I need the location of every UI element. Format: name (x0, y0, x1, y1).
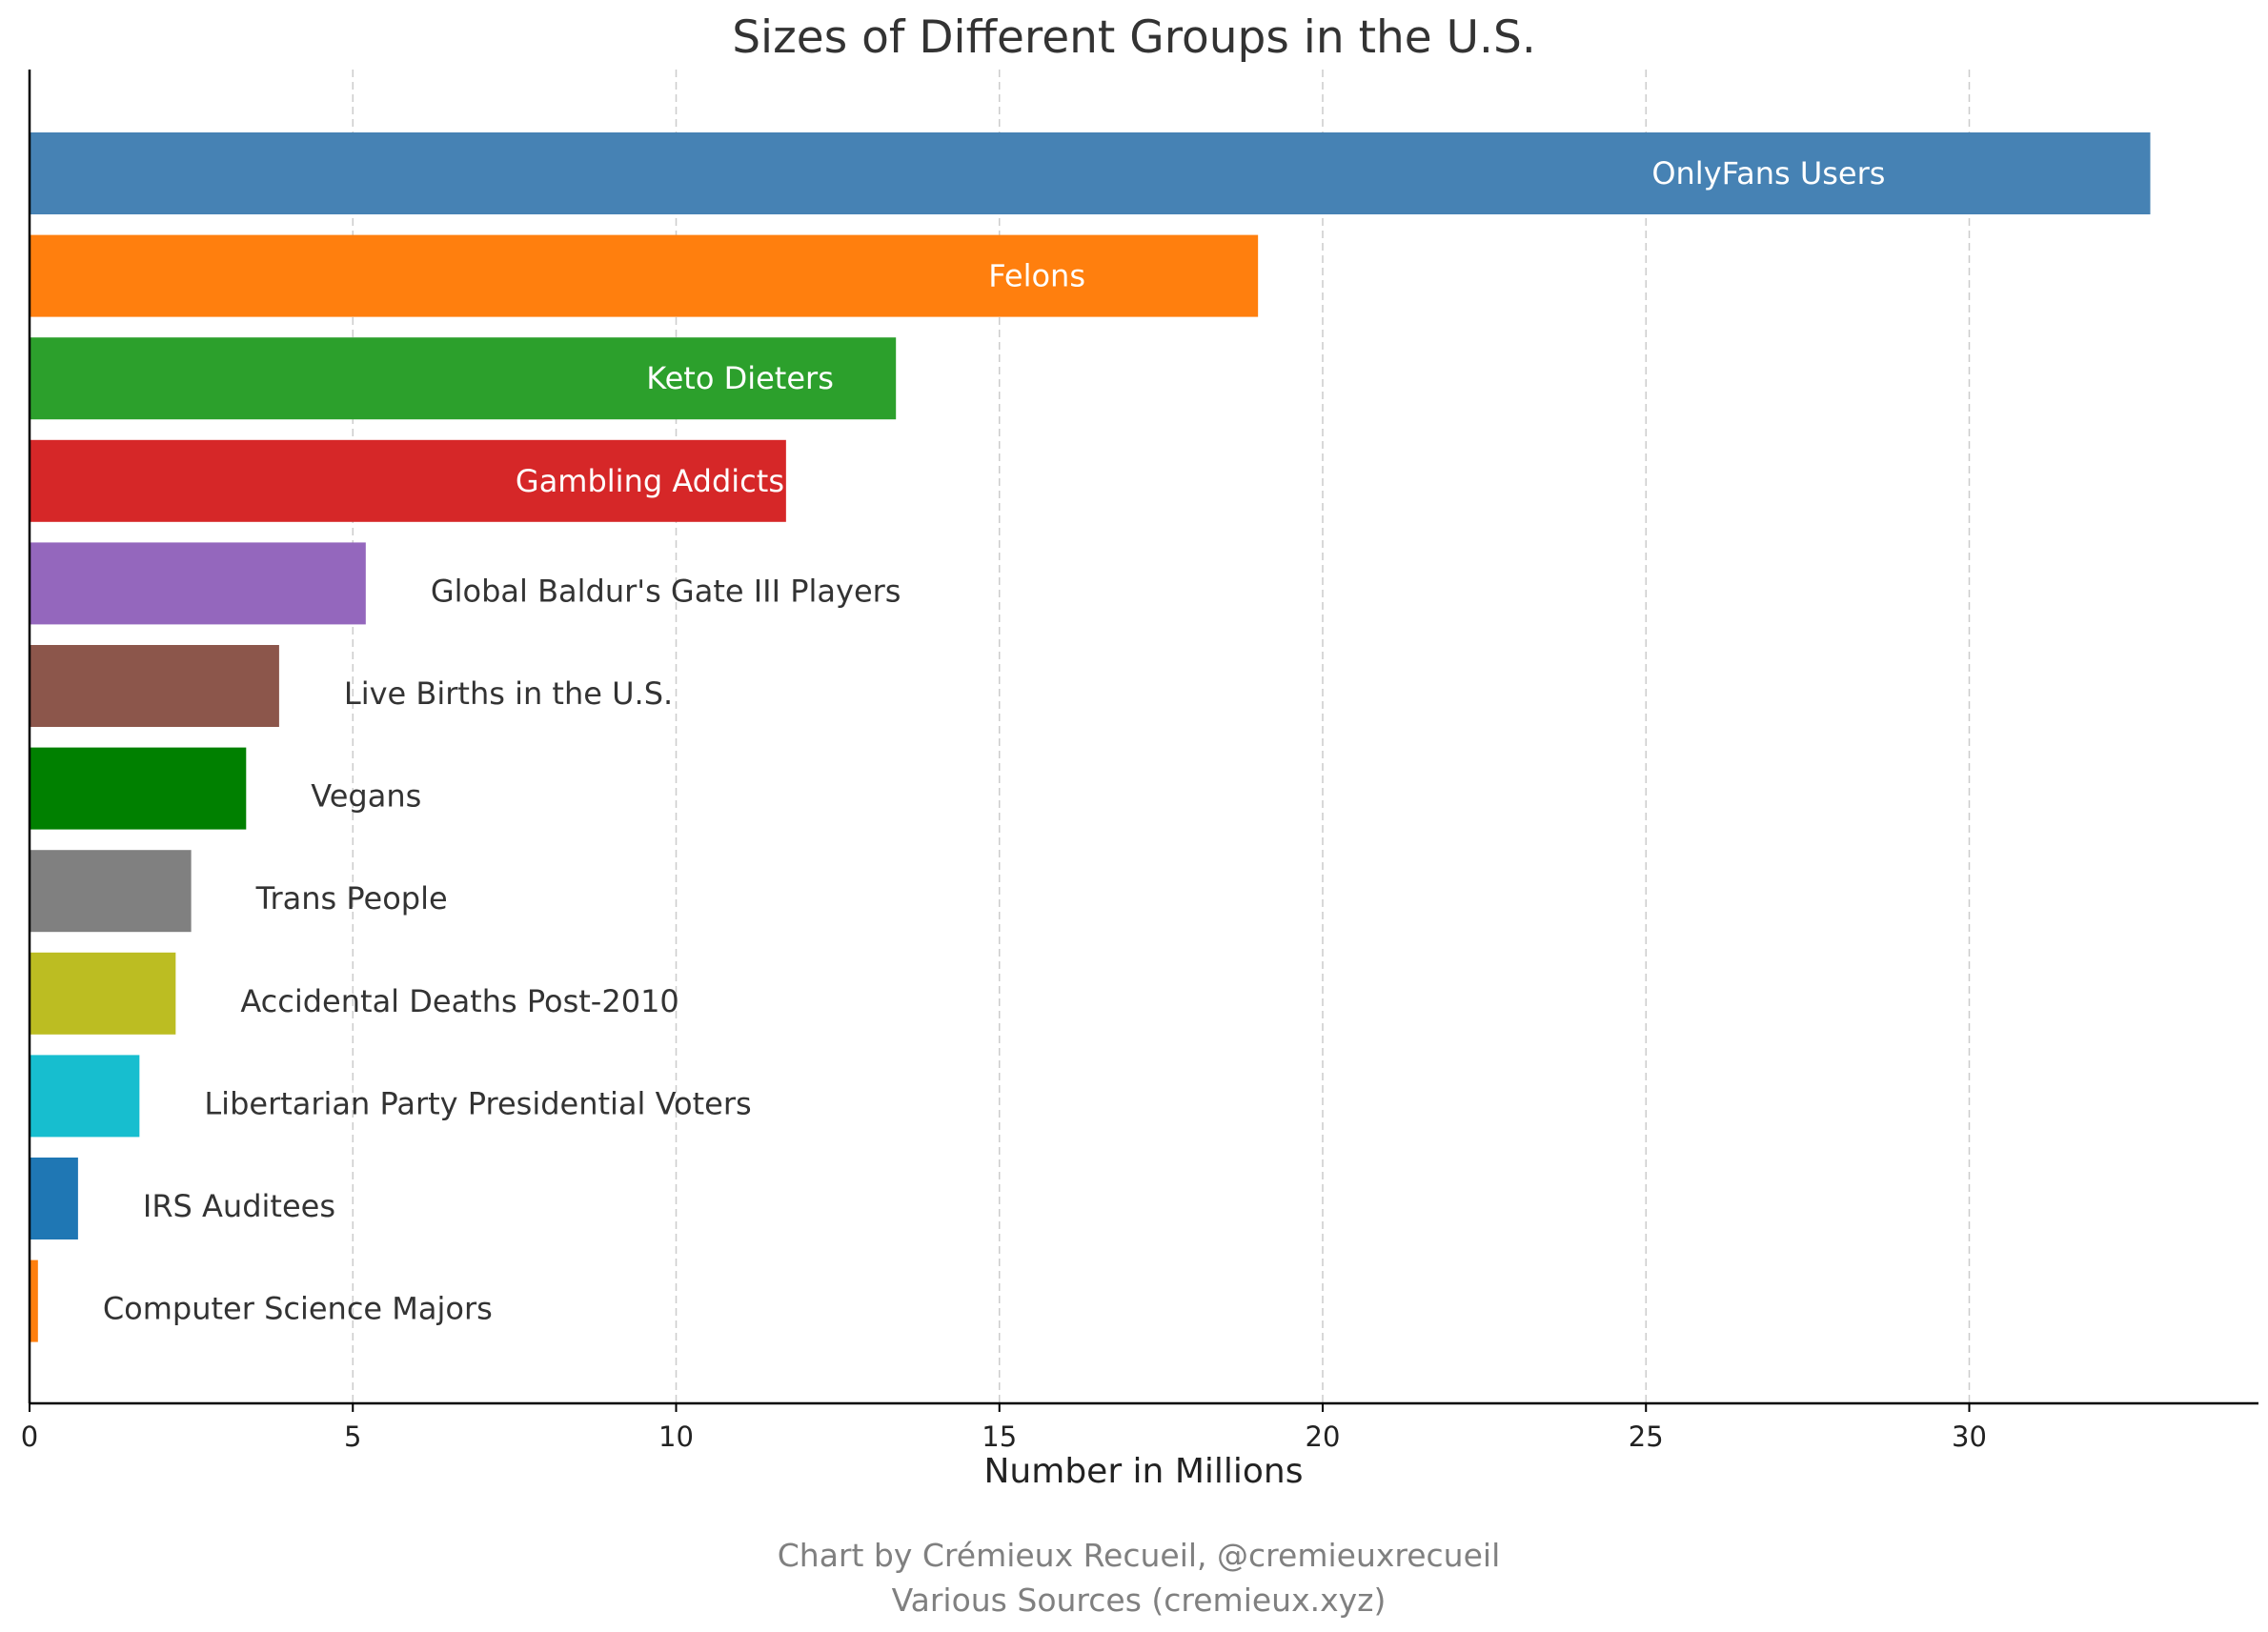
bar-label: Live Births in the U.S. (344, 675, 673, 712)
bar (30, 747, 247, 830)
x-tick-label: 25 (1629, 1420, 1664, 1453)
x-axis-label: Number in Millions (984, 1452, 1304, 1491)
x-ticks: 0 5 10 15 20 25 30 (21, 1403, 1987, 1453)
x-tick-label: 5 (344, 1420, 361, 1453)
bars (30, 132, 2151, 1342)
x-tick-label: 15 (982, 1420, 1017, 1453)
bar-label: Gambling Addicts (516, 463, 784, 499)
bar-label: Accidental Deaths Post-2010 (240, 983, 678, 1019)
bar-label: Computer Science Majors (103, 1291, 493, 1327)
bar-label: Libertarian Party Presidential Voters (204, 1085, 751, 1121)
x-tick-label: 20 (1306, 1420, 1341, 1453)
axes (28, 70, 2258, 1405)
bar (30, 1158, 78, 1239)
bar (30, 952, 176, 1035)
bar-label: Keto Dieters (646, 360, 834, 396)
bar-label: OnlyFans Users (1651, 155, 1885, 191)
bar-labels: OnlyFans Users Felons Keto Dieters Gambling… (103, 155, 1886, 1327)
footer-credit: Chart by Crémieux Recueil, @cremieuxrecu… (778, 1537, 1501, 1574)
bar (30, 542, 366, 625)
chart-title: Sizes of Different Groups in the U.S. (732, 11, 1536, 64)
bar-label: Vegans (311, 778, 421, 815)
x-tick-label: 0 (21, 1420, 38, 1453)
x-tick-label: 10 (658, 1420, 694, 1453)
bar-label: IRS Auditees (143, 1188, 335, 1224)
bar (30, 1055, 140, 1138)
bar (30, 645, 279, 727)
bar-label: Trans People (255, 880, 448, 917)
x-tick-label: 30 (1952, 1420, 1987, 1453)
footer-sources: Various Sources (cremieux.xyz) (892, 1582, 1387, 1619)
bar (30, 850, 192, 933)
bar-label: Felons (988, 258, 1085, 294)
bar (30, 439, 786, 522)
bar (30, 1259, 38, 1342)
bar (30, 337, 897, 420)
bar (30, 234, 1259, 317)
bar-label: Global Baldur's Gate III Players (431, 573, 901, 609)
bar (30, 132, 2151, 214)
